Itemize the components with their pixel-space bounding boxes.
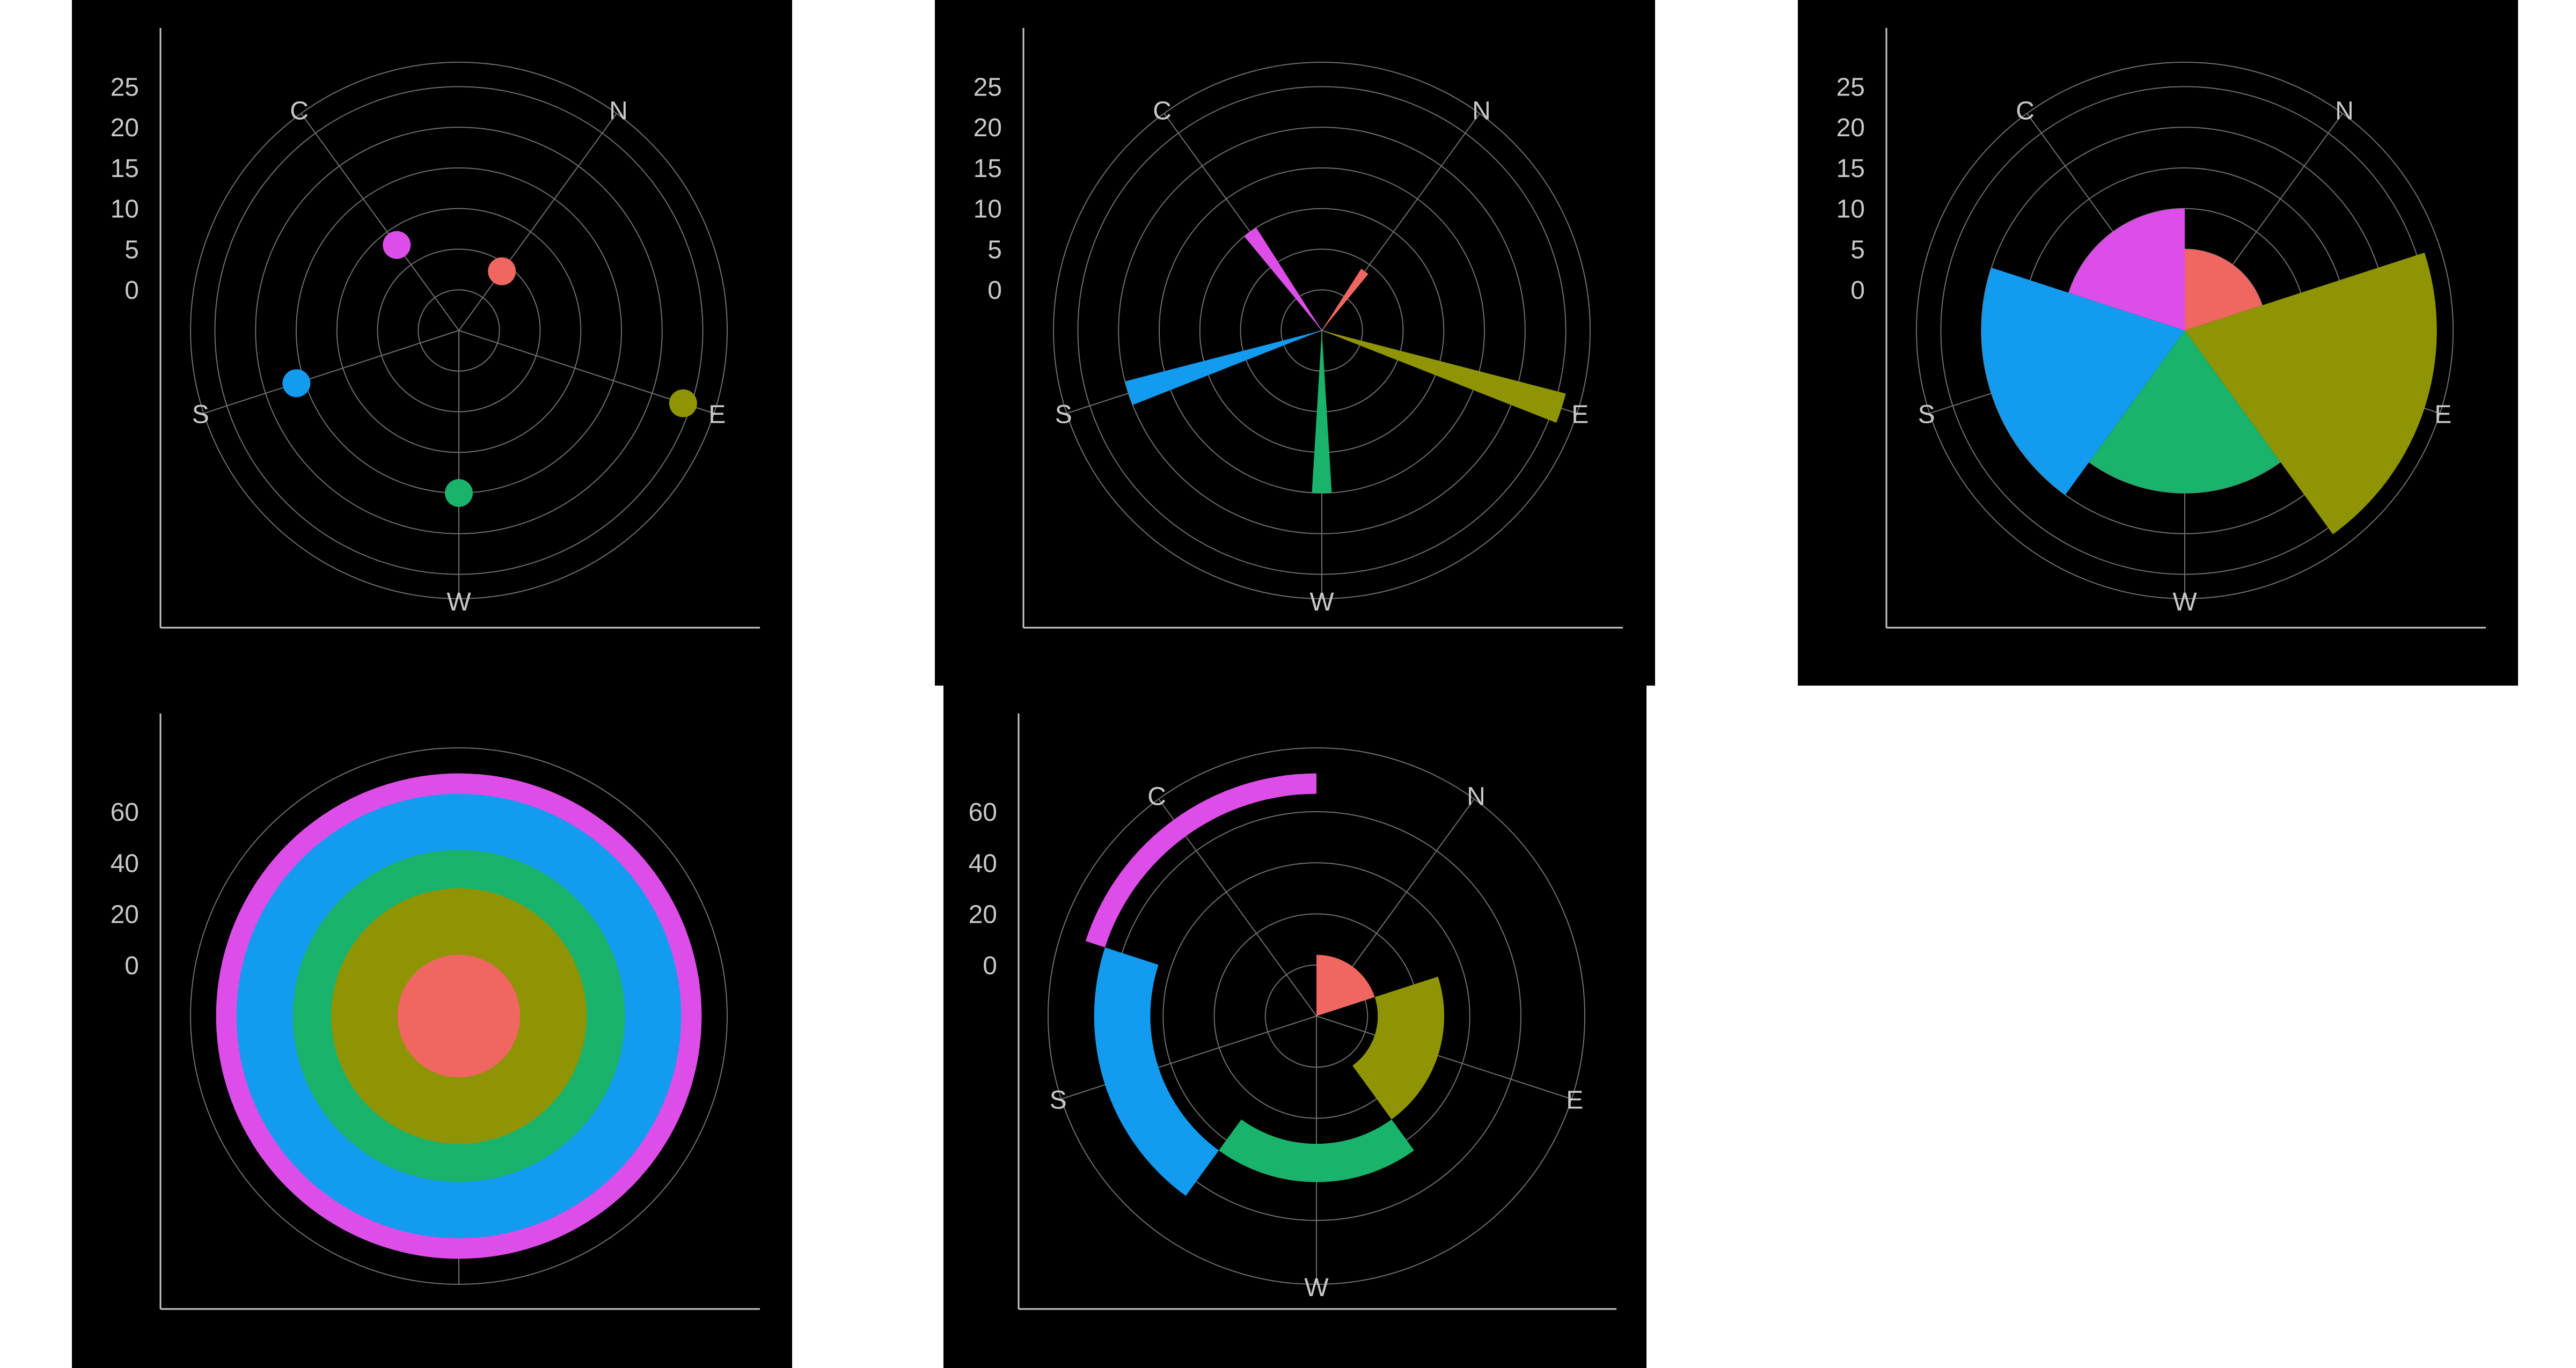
y-tick-label: 10 xyxy=(1836,195,1865,224)
y-tick-label: 20 xyxy=(1836,114,1865,142)
point-w xyxy=(445,479,473,508)
bar-c xyxy=(1244,227,1322,330)
ring-1 xyxy=(397,954,521,1078)
point-s xyxy=(282,369,311,398)
y-tick-label: 15 xyxy=(111,155,139,183)
direction-label-w: W xyxy=(1304,1274,1329,1302)
bar-w xyxy=(1312,330,1332,494)
direction-label-e: E xyxy=(1566,1086,1583,1114)
y-tick-label: 10 xyxy=(111,195,139,224)
bar-e xyxy=(1322,330,1566,423)
spoke-c xyxy=(301,113,459,331)
segment-c xyxy=(1085,773,1316,947)
chart-panel-1: 0 5 10 15 20 25 C N E W S xyxy=(72,0,792,686)
segment-n xyxy=(1316,954,1375,1016)
y-tick-label: 5 xyxy=(1850,236,1865,264)
y-tick-label: 15 xyxy=(1836,155,1865,183)
polar-scatter-chart: 0 5 10 15 20 25 C N E W S xyxy=(111,28,760,629)
y-tick-label: 0 xyxy=(1850,276,1865,305)
y-tick-label: 60 xyxy=(111,798,139,827)
direction-label-n: N xyxy=(1472,97,1491,126)
polar-bar-chart: 0 5 10 15 20 25 C N E W S xyxy=(974,28,1623,629)
y-tick-label: 0 xyxy=(125,276,139,305)
wedge-c xyxy=(2068,208,2185,330)
y-tick-label: 40 xyxy=(111,849,139,878)
direction-label-e: E xyxy=(708,400,726,429)
direction-label-s: S xyxy=(1918,400,1935,429)
direction-label-s: S xyxy=(1050,1086,1067,1114)
y-tick-label: 20 xyxy=(974,114,1002,142)
y-tick-label: 20 xyxy=(111,901,139,929)
direction-label-s: S xyxy=(1055,400,1072,429)
chart-panel-4: 0 20 40 60 xyxy=(72,686,792,1368)
y-tick-label: 25 xyxy=(974,73,1002,101)
rose-chart: 0 5 10 15 20 25 C N E W S xyxy=(1836,28,2486,629)
y-tick-label: 60 xyxy=(969,798,997,827)
chart-panel-5: 0 20 40 60 C N E W S xyxy=(943,686,1646,1368)
y-tick-label: 15 xyxy=(974,155,1002,183)
bar-n xyxy=(1322,268,1368,330)
chart-panel-3: 0 5 10 15 20 25 C N E W S xyxy=(1798,0,2518,686)
y-tick-label: 5 xyxy=(125,236,139,264)
direction-label-e: E xyxy=(2434,400,2451,429)
bar-s xyxy=(1125,330,1322,405)
direction-label-c: C xyxy=(290,97,309,126)
direction-label-n: N xyxy=(2335,97,2354,126)
polar-stacked-bar-chart: 0 20 40 60 C N E W S xyxy=(969,714,1616,1310)
chart-panel-2: 0 5 10 15 20 25 C N E W S xyxy=(935,0,1655,686)
y-tick-label: 0 xyxy=(983,952,997,980)
wedge-w xyxy=(2089,330,2281,494)
direction-label-w: W xyxy=(447,588,471,616)
y-tick-label: 5 xyxy=(987,236,1002,264)
y-tick-label: 0 xyxy=(125,952,139,980)
spoke-n xyxy=(458,113,617,331)
segment-w xyxy=(1219,1119,1414,1182)
y-tick-label: 25 xyxy=(1836,73,1865,101)
direction-label-c: C xyxy=(2016,97,2035,126)
direction-label-s: S xyxy=(192,400,209,429)
wedge-n xyxy=(2185,249,2263,330)
direction-label-c: C xyxy=(1147,783,1166,811)
direction-label-w: W xyxy=(1309,588,1334,616)
y-tick-label: 10 xyxy=(974,195,1002,224)
y-tick-label: 20 xyxy=(969,901,997,929)
y-tick-label: 25 xyxy=(111,73,139,101)
radial-stacked-chart: 0 20 40 60 xyxy=(111,714,760,1310)
direction-label-c: C xyxy=(1153,97,1172,126)
direction-label-n: N xyxy=(1467,783,1485,811)
point-e xyxy=(669,389,697,417)
direction-label-e: E xyxy=(1571,400,1589,429)
wedge-e xyxy=(2185,252,2437,534)
y-tick-label: 20 xyxy=(111,114,139,142)
spoke-e xyxy=(1316,1016,1572,1100)
y-tick-label: 0 xyxy=(987,276,1002,305)
wedge-s xyxy=(1981,267,2185,495)
point-c xyxy=(383,231,411,259)
segment-e xyxy=(1352,976,1445,1120)
spoke-s xyxy=(1061,1016,1317,1100)
direction-label-w: W xyxy=(2172,588,2197,616)
y-tick-label: 40 xyxy=(969,849,997,878)
point-n xyxy=(488,257,516,285)
segment-s xyxy=(1094,947,1219,1196)
spoke-s xyxy=(203,330,459,414)
direction-label-n: N xyxy=(609,97,628,126)
